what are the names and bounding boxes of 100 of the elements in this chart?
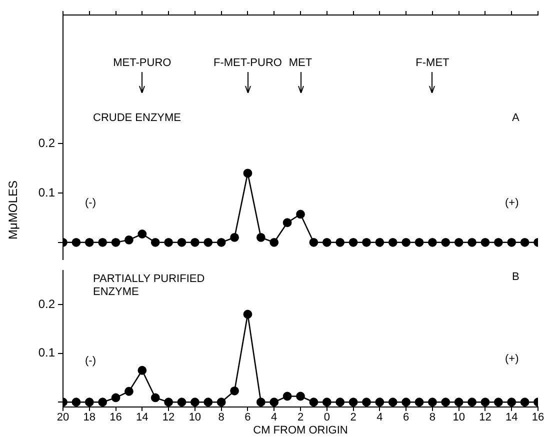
point — [111, 393, 120, 402]
annotation: (+) — [505, 353, 519, 366]
point — [402, 398, 411, 407]
point — [270, 238, 279, 247]
point — [138, 230, 147, 238]
x-tick-label: 12 — [479, 412, 492, 424]
x-tick-label: 0 — [324, 412, 330, 424]
point — [138, 366, 147, 375]
y-tick-label: 0.2 — [38, 296, 56, 311]
point — [520, 238, 530, 247]
point — [375, 398, 384, 407]
point — [282, 392, 292, 401]
point — [256, 398, 266, 407]
x-tick-label: 4 — [271, 412, 278, 424]
point — [216, 398, 226, 407]
y-tick-label: 0.2 — [38, 136, 56, 150]
annotation: (-) — [85, 197, 96, 210]
annotation: F-MET — [416, 57, 450, 70]
point — [414, 398, 424, 407]
point — [494, 398, 503, 407]
point — [428, 398, 437, 407]
x-tick-label: 8 — [429, 412, 436, 424]
x-tick-label: 16 — [532, 412, 544, 424]
point — [204, 238, 213, 247]
point — [388, 398, 398, 407]
point — [84, 398, 94, 407]
annotation: (+) — [505, 197, 519, 210]
point — [336, 238, 345, 247]
point — [494, 238, 503, 247]
x-tick-label: 6 — [244, 412, 251, 424]
point — [480, 238, 490, 247]
point — [124, 235, 134, 244]
x-axis-title: CM FROM ORIGIN — [253, 424, 348, 436]
point — [468, 238, 476, 247]
x-tick-label: 10 — [452, 412, 465, 424]
point — [150, 393, 160, 402]
point — [480, 398, 490, 407]
annotation: MET-PURO — [113, 57, 172, 70]
point — [177, 238, 186, 247]
point — [362, 238, 371, 247]
y-tick-label: 0.1 — [38, 185, 56, 200]
y-tick-label: 0.1 — [38, 346, 56, 360]
annotation: PARTIALLY PURIFIED ENZYME — [93, 273, 205, 298]
point — [256, 233, 266, 242]
point — [124, 386, 134, 396]
point — [296, 392, 305, 401]
x-tick-label: 14 — [136, 412, 148, 424]
point — [190, 238, 200, 247]
y-axis-title: MμMOLES — [6, 180, 20, 242]
annotation: B — [512, 271, 520, 284]
point — [454, 398, 464, 407]
point — [441, 238, 450, 247]
point — [282, 218, 292, 228]
point — [230, 386, 239, 396]
point — [468, 398, 476, 407]
annotation: F-MET-PURO — [213, 57, 282, 70]
x-tick-label: 6 — [402, 412, 410, 424]
point — [322, 398, 332, 407]
point — [348, 398, 358, 407]
point — [507, 398, 516, 407]
point — [441, 398, 450, 407]
point — [362, 398, 371, 407]
point — [230, 233, 239, 242]
point — [111, 238, 120, 247]
x-tick-label: 8 — [218, 412, 224, 424]
point — [402, 238, 411, 247]
x-tick-label: 12 — [162, 412, 175, 424]
point — [164, 398, 174, 407]
point — [414, 238, 424, 247]
point — [150, 238, 160, 247]
point — [190, 398, 200, 407]
x-tick-label: 2 — [297, 412, 304, 424]
point — [507, 238, 516, 247]
point — [336, 398, 345, 407]
point — [348, 238, 358, 247]
annotation: MET — [288, 57, 312, 70]
point — [243, 168, 252, 178]
point — [164, 238, 174, 247]
x-tick-label: 20 — [56, 412, 70, 424]
point — [388, 238, 398, 247]
point — [72, 238, 81, 247]
point — [72, 398, 81, 407]
point — [270, 398, 279, 407]
point — [322, 238, 332, 247]
point — [454, 238, 464, 247]
x-tick-label: 2 — [350, 412, 356, 424]
point — [309, 238, 318, 247]
x-tick-label: 4 — [376, 412, 383, 424]
x-tick-label: 18 — [83, 412, 96, 424]
point — [243, 310, 252, 319]
point — [428, 238, 437, 247]
point — [520, 398, 530, 407]
point — [177, 398, 186, 407]
point — [309, 398, 318, 407]
annotation: CRUDE ENZYME — [93, 112, 182, 124]
point — [204, 398, 213, 407]
annotation: A — [512, 112, 520, 124]
point — [296, 210, 305, 219]
point — [98, 398, 108, 407]
x-tick-label: 14 — [505, 412, 518, 424]
